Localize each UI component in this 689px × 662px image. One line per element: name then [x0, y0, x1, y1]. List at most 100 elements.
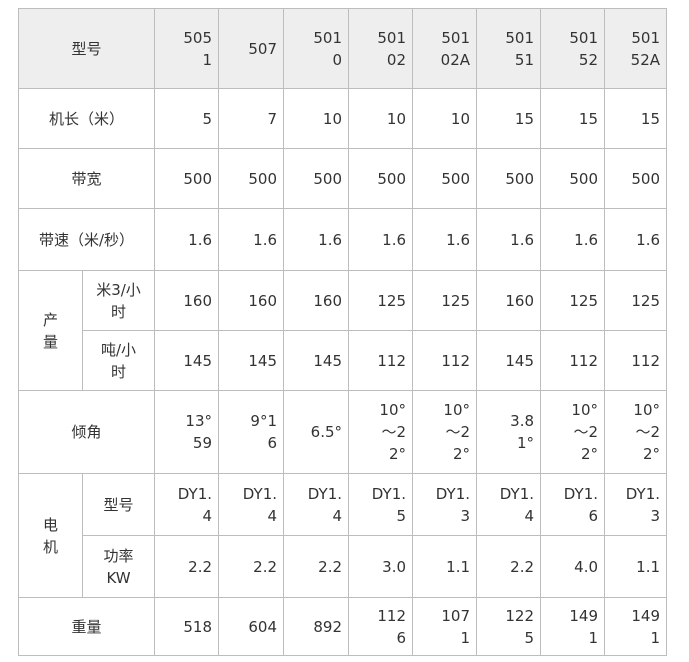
header-cell: 507 — [218, 8, 285, 89]
value-cell-text: 2.2 — [188, 557, 213, 576]
value-cell: 1491 — [540, 597, 606, 656]
value-cell-text: 3.0 — [382, 557, 407, 576]
value-cell-text: 112 — [631, 351, 661, 370]
value-cell: 1.1 — [412, 535, 478, 598]
value-cell-text: 112 — [377, 351, 407, 370]
row-label-text: 带速（米/秒） — [38, 230, 135, 249]
value-cell-text: 160 — [313, 291, 343, 310]
value-cell: 1225 — [476, 597, 542, 656]
value-cell: 604 — [218, 597, 285, 656]
value-cell-text: 125 — [631, 291, 661, 310]
value-cell-text: 1.6 — [318, 230, 343, 249]
value-cell: 1.6 — [540, 208, 606, 271]
value-cell-text: 1.6 — [253, 230, 278, 249]
value-cell: 2.2 — [476, 535, 542, 598]
table-row: 带宽 500 500 500 500 500 500 500 500 — [17, 148, 668, 209]
value-cell-text: 500 — [183, 169, 213, 188]
value-cell-text: 10 — [386, 109, 407, 128]
header-cell-text: 50152 — [569, 28, 599, 69]
value-cell-text: 1.6 — [382, 230, 407, 249]
value-cell: 160 — [283, 270, 350, 331]
value-cell-text: 4.0 — [574, 557, 599, 576]
value-cell-text: DY1.3 — [435, 484, 471, 525]
value-cell-text: 15 — [578, 109, 599, 128]
value-cell-text: 6.5° — [310, 423, 343, 441]
value-cell: 518 — [154, 597, 220, 656]
value-cell: 13°59 — [154, 390, 220, 474]
value-cell-text: 1.6 — [446, 230, 471, 249]
value-cell: 112 — [412, 330, 478, 391]
value-cell: 112 — [604, 330, 668, 391]
value-cell-text: 125 — [569, 291, 599, 310]
value-cell-text: 1126 — [377, 606, 407, 647]
value-cell-text: 892 — [313, 617, 343, 636]
value-cell-text: 160 — [248, 291, 278, 310]
table-row: 带速（米/秒） 1.6 1.6 1.6 1.6 1.6 1.6 1.6 1.6 — [17, 208, 668, 271]
row-label: 功率KW — [81, 535, 156, 598]
row-label: 带速（米/秒） — [17, 208, 156, 271]
table-row: 产量 米3/小时 160 160 160 125 125 160 125 125 — [18, 270, 668, 391]
value-cell-text: 1.6 — [510, 230, 535, 249]
value-cell-text: 500 — [377, 169, 407, 188]
value-cell: 2.2 — [218, 535, 285, 598]
header-label-text: 型号 — [71, 39, 102, 58]
value-cell-text: DY1.4 — [177, 484, 213, 525]
value-cell: 145 — [154, 330, 220, 391]
value-cell: 10°～22° — [540, 390, 606, 474]
value-cell-text: 145 — [313, 351, 343, 370]
value-cell: 160 — [476, 270, 542, 331]
value-cell: 15 — [540, 88, 606, 149]
value-cell: 10°～22° — [348, 390, 414, 474]
table-wrap: 型号 5051 507 5010 50102 50102A 50151 50152 50152A… — [17, 8, 668, 656]
header-cell: 50102 — [348, 8, 414, 89]
value-cell: 10°～22° — [604, 390, 668, 474]
value-cell: 5 — [154, 88, 220, 149]
row-label-text: 带宽 — [71, 169, 102, 188]
value-cell: 125 — [604, 270, 668, 331]
value-cell: 3.0 — [348, 535, 414, 598]
value-cell-text: 1491 — [569, 606, 599, 647]
value-cell-text: 500 — [441, 169, 471, 188]
spec-table: 型号 5051 507 5010 50102 50102A 50151 50152 50152A… — [17, 8, 668, 656]
value-cell: 145 — [218, 330, 285, 391]
value-cell-text: 15 — [514, 109, 535, 128]
value-cell: 6.5° — [283, 390, 350, 474]
table-row: 吨/小时 145 145 145 112 112 145 112 112 — [19, 330, 668, 391]
value-cell: 892 — [283, 597, 350, 656]
value-cell-text: 1.1 — [636, 557, 661, 576]
value-cell-text: 1491 — [631, 606, 661, 647]
header-cell-text: 50102A — [440, 28, 471, 69]
value-cell: 500 — [540, 148, 606, 209]
value-cell-text: 9°16 — [250, 412, 278, 452]
value-cell-text: 145 — [183, 351, 213, 370]
value-cell-text: 125 — [441, 291, 471, 310]
value-cell: 160 — [218, 270, 285, 331]
value-cell-text: 112 — [441, 351, 471, 370]
value-cell: 1.6 — [283, 208, 350, 271]
value-cell: 500 — [218, 148, 285, 209]
value-cell-text: 2.2 — [253, 557, 278, 576]
value-cell-text: DY1.4 — [307, 484, 343, 525]
row-label-text: 重量 — [71, 617, 102, 636]
value-cell-text: 15 — [640, 109, 661, 128]
value-cell: 112 — [348, 330, 414, 391]
value-cell: 9°16 — [218, 390, 285, 474]
value-cell: DY1.3 — [412, 473, 478, 536]
header-cell: 5051 — [154, 8, 220, 89]
value-cell-text: 1.1 — [446, 557, 471, 576]
value-cell-text: 2.2 — [510, 557, 535, 576]
value-cell-text: 2.2 — [318, 557, 343, 576]
row-label: 吨/小时 — [81, 330, 156, 391]
row-label: 米3/小时 — [81, 270, 156, 331]
value-cell-text: 1225 — [505, 606, 535, 647]
value-cell-text: 10°～22° — [443, 401, 471, 463]
value-cell-text: 500 — [631, 169, 661, 188]
header-cell-text: 50151 — [505, 28, 535, 69]
value-cell-text: 500 — [505, 169, 535, 188]
value-cell: 1126 — [348, 597, 414, 656]
value-cell-text: 604 — [248, 617, 278, 636]
value-cell: 145 — [283, 330, 350, 391]
value-cell: 1.6 — [476, 208, 542, 271]
header-cell-text: 50102 — [377, 28, 407, 69]
value-cell: 3.81° — [476, 390, 542, 474]
